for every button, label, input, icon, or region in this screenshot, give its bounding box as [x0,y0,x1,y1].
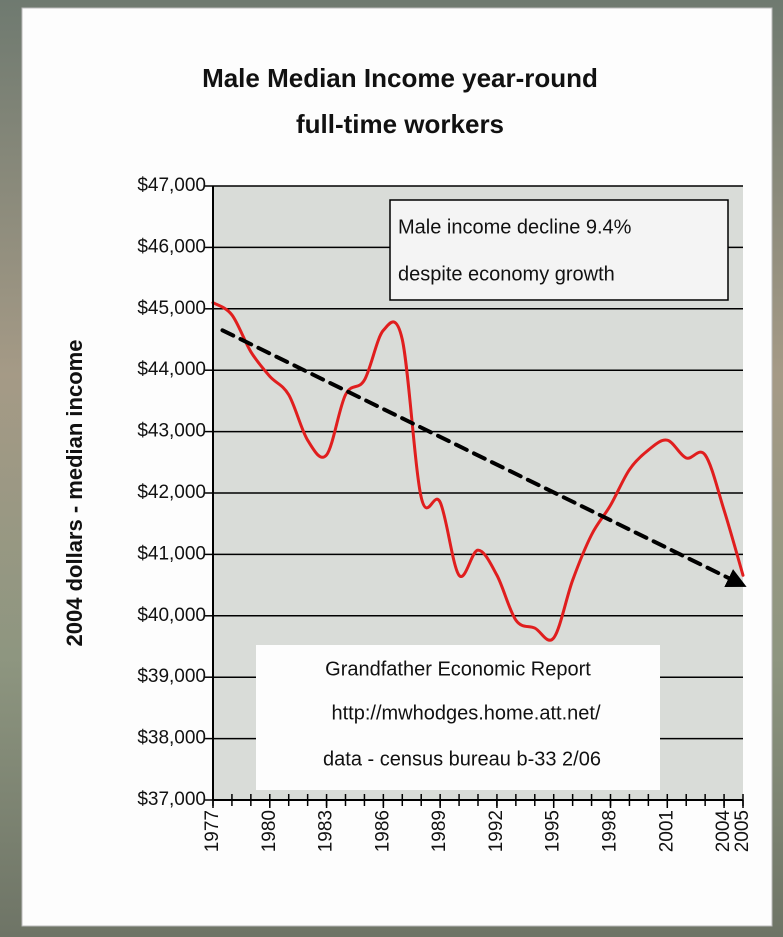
y-tick-label: $37,000 [137,789,206,810]
x-tick-label: 1995 [543,810,564,852]
source-text: Grandfather Economic Report [325,658,591,680]
y-tick-label: $44,000 [137,359,206,380]
y-axis-label: 2004 dollars - median income [62,340,87,647]
marks [211,301,747,642]
source-box: Grandfather Economic Report http://mwhod… [256,645,660,790]
x-tick-label: 2005 [732,810,753,852]
chart-title: Male Median Income year-round [202,63,598,93]
x-tick-label: 1989 [429,810,450,852]
x-tick-label: 1983 [316,810,337,852]
y-tick-label: $40,000 [137,605,206,626]
y-tick-label: $39,000 [137,666,206,687]
annotation-box: Male income decline 9.4% despite economy… [389,199,729,301]
x-tick-label: 1980 [259,810,280,852]
y-tick-label: $38,000 [137,728,206,749]
chart-title: full-time workers [296,109,504,139]
x-tick-label: 1986 [372,810,393,852]
annotation-text: Male income decline 9.4% [398,216,632,238]
source-frame [256,645,660,790]
y-tick-label: $41,000 [137,543,206,564]
data-line [211,301,745,642]
source-text: http://mwhodges.home.att.net/ [331,702,600,724]
source-text: data - census bureau b-33 2/06 [323,748,601,770]
trend-line [220,328,747,588]
x-tick-label: 1992 [486,810,507,852]
x-tick-label: 1998 [600,810,621,852]
y-tick-label: $46,000 [137,236,206,257]
annotation-frame [389,199,729,301]
y-tick-label: $43,000 [137,421,206,442]
y-tick-label: $47,000 [137,175,206,196]
annotation-text: despite economy growth [398,263,615,285]
x-tick-label: 2001 [656,810,677,852]
y-tick-label: $42,000 [137,482,206,503]
x-tick-label: 2004 [713,810,734,853]
y-tick-label: $45,000 [137,298,206,319]
x-tick-label: 1977 [202,810,223,852]
